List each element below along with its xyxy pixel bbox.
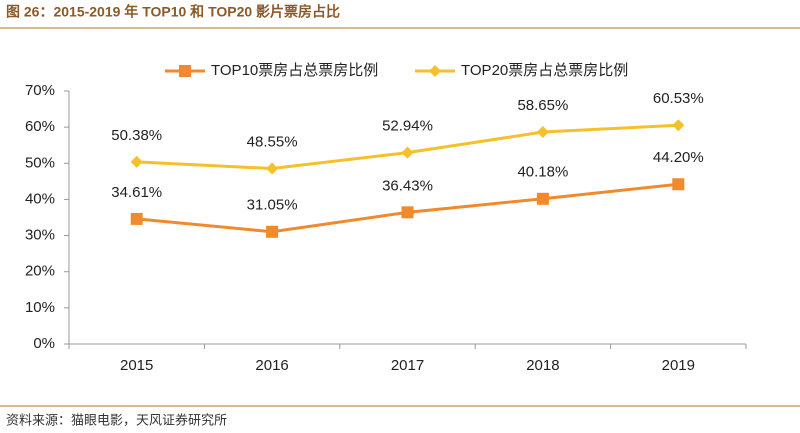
source: 资料来源：猫眼电影，天风证券研究所	[6, 412, 227, 427]
point	[536, 126, 549, 139]
y-tick-label: 70%	[25, 82, 55, 99]
x-tick-label: 2015	[120, 357, 153, 374]
point	[266, 225, 279, 238]
y-tick-label: 0%	[33, 335, 55, 352]
data-label: 52.94%	[382, 118, 433, 135]
point	[401, 206, 414, 219]
data-label: 34.61%	[111, 184, 162, 201]
y-tick-label: 40%	[25, 190, 55, 207]
data-label: 48.55%	[247, 133, 298, 150]
legend-marker	[179, 65, 191, 77]
data-label: 44.20%	[653, 149, 704, 166]
x-tick-label: 2018	[526, 357, 559, 374]
point	[130, 155, 143, 168]
y-tick-label: 30%	[25, 227, 55, 244]
data-label: 31.05%	[247, 197, 298, 214]
y-tick-label: 60%	[25, 118, 55, 135]
legend-label: TOP20票房占总票房比例	[461, 62, 628, 79]
data-label: 58.65%	[517, 97, 568, 114]
y-tick-label: 10%	[25, 299, 55, 316]
x-tick-label: 2019	[662, 357, 695, 374]
data-label: 40.18%	[517, 164, 568, 181]
point	[130, 212, 143, 225]
data-label: 36.43%	[382, 177, 433, 194]
x-tick-label: 2017	[391, 357, 424, 374]
point	[536, 192, 549, 205]
y-tick-label: 20%	[25, 263, 55, 280]
point	[401, 146, 414, 159]
y-tick-label: 50%	[25, 154, 55, 171]
chart-title: 图 26：2015-2019 年 TOP10 和 TOP20 影片票房占比	[6, 4, 340, 20]
legend-marker	[429, 65, 441, 77]
x-tick-label: 2016	[255, 357, 288, 374]
point	[672, 119, 685, 132]
point	[266, 162, 279, 175]
point	[672, 178, 685, 191]
legend-label: TOP10票房占总票房比例	[211, 62, 378, 79]
data-label: 50.38%	[111, 127, 162, 144]
data-label: 60.53%	[653, 90, 704, 107]
